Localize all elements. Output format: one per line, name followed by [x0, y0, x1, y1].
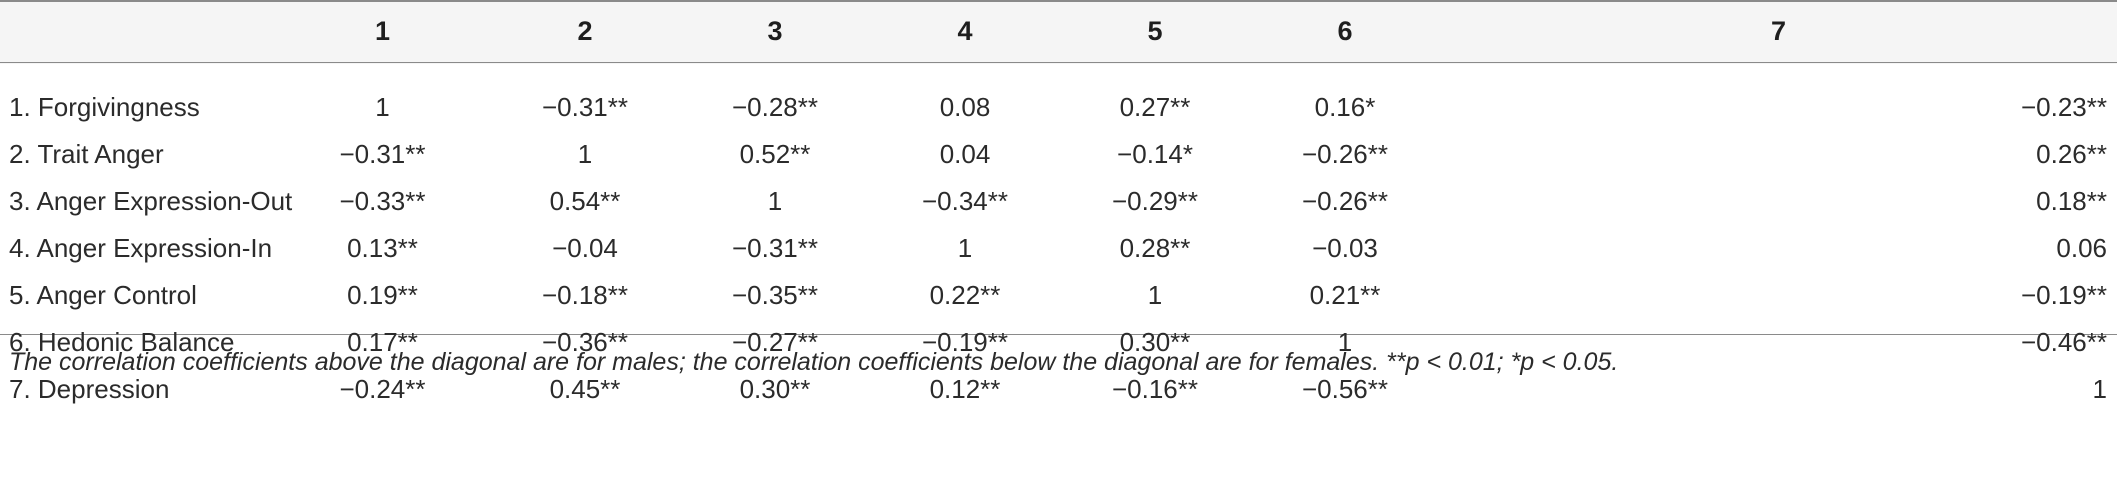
table-cell: −0.14* [1117, 139, 1193, 169]
table-cell: 0.13** [347, 233, 418, 263]
table-row: 4. Anger Expression-In 0.13** −0.04 −0.31**… [0, 225, 2117, 272]
row-label: 4. Anger Expression-In [9, 233, 273, 263]
table-cell: −0.26** [1301, 186, 1389, 216]
table-cell: −0.18** [541, 280, 629, 310]
table-row: 7. Depression −0.24** 0.45** 0.30** 0.12** −0… [0, 366, 2117, 413]
table-row: 2. Trait Anger −0.31** 1 0.52** 0.04 −0.14* −0… [0, 131, 2117, 178]
table-cell: 1 [2092, 374, 2107, 404]
table-cell: 0.30** [739, 374, 811, 404]
table-bottom-divider [0, 334, 2117, 335]
column-header-2: 2 [577, 15, 593, 46]
header-divider [0, 62, 2117, 63]
table-cell: −0.23** [2020, 92, 2107, 122]
row-label: 1. Forgivingness [9, 92, 200, 122]
table-cell: 0.26** [2036, 139, 2107, 169]
table-cell: 0.28** [1119, 233, 1191, 263]
table-cell: 0.12** [929, 374, 1001, 404]
column-header-6: 6 [1337, 15, 1353, 46]
row-label: 3. Anger Expression-Out [9, 186, 293, 216]
table-cell: 0.45** [549, 374, 621, 404]
table-cell: −0.27** [731, 327, 819, 357]
table-cell: −0.19** [2020, 280, 2107, 310]
row-label: 7. Depression [9, 374, 170, 404]
table-cell: −0.31** [339, 139, 426, 169]
table-cell: 0.27** [1119, 92, 1191, 122]
table-cell: 0.30** [1119, 327, 1191, 357]
column-header-7: 7 [1770, 15, 1787, 46]
table-header-row: 1 2 3 4 5 6 7 [0, 0, 2117, 62]
column-header-3: 3 [767, 15, 783, 46]
table-cell: −0.33** [339, 186, 426, 216]
table-cell: −0.31** [731, 233, 819, 263]
table-cell: 0.18** [2036, 186, 2107, 216]
table-cell: 0.06 [2056, 233, 2107, 263]
table-row: 6. Hedonic Balance 0.17** −0.36** −0.27** −0… [0, 319, 2117, 366]
table-cell: −0.46** [2020, 327, 2107, 357]
table-cell: 0.54** [549, 186, 621, 216]
table-cell: 0.21** [1309, 280, 1381, 310]
table-cell: 0.08 [939, 92, 991, 122]
row-label: 5. Anger Control [9, 280, 197, 310]
table-cell: 1 [1147, 280, 1163, 310]
table-cell: 0.22** [929, 280, 1001, 310]
column-header-4: 4 [957, 15, 973, 46]
table-row: 5. Anger Control 0.19** −0.18** −0.35** 0.22… [0, 272, 2117, 319]
table-cell: −0.24** [339, 374, 426, 404]
row-label: 6. Hedonic Balance [9, 327, 235, 357]
row-label: 2. Trait Anger [9, 139, 164, 169]
table-cell: 0.04 [939, 139, 991, 169]
table-cell: −0.16** [1111, 374, 1199, 404]
table-cell: −0.04 [552, 233, 618, 263]
table-cell: −0.34** [921, 186, 1009, 216]
table-cell: −0.03 [1312, 233, 1378, 263]
table-cell: −0.29** [1111, 186, 1199, 216]
column-header-1: 1 [374, 15, 391, 46]
table-cell: −0.26** [1301, 139, 1389, 169]
table-cell: −0.28** [731, 92, 819, 122]
column-header-label [0, 0, 275, 62]
table-body: 1. Forgivingness 1 −0.31** −0.28** 0.08 0.27*… [0, 62, 2117, 413]
table-cell: 0.52** [739, 139, 811, 169]
correlation-table: 1 2 3 4 5 6 7 1. Forgivingness 1 −0.31** −0… [0, 0, 2117, 413]
table-cell: 0.17** [347, 327, 418, 357]
table-row: 1. Forgivingness 1 −0.31** −0.28** 0.08 0.27*… [0, 62, 2117, 131]
table-header-band [0, 0, 2117, 64]
table-cell: 1 [577, 139, 593, 169]
table-cell: 0.19** [347, 280, 418, 310]
table-cell: 0.16* [1314, 92, 1376, 122]
table-cell: 1 [375, 92, 390, 122]
table-cell: −0.19** [921, 327, 1009, 357]
table-cell: −0.35** [731, 280, 819, 310]
table-cell: 1 [1337, 327, 1353, 357]
table-cell: 1 [767, 186, 783, 216]
column-header-5: 5 [1147, 15, 1163, 46]
table-cell: −0.31** [541, 92, 629, 122]
table-row: 3. Anger Expression-Out −0.33** 0.54** 1 −0.… [0, 178, 2117, 225]
table-cell: −0.56** [1301, 374, 1389, 404]
table-cell: −0.36** [541, 327, 629, 357]
table-footnote: The correlation coefficients above the d… [9, 348, 1619, 376]
table-cell: 1 [957, 233, 973, 263]
